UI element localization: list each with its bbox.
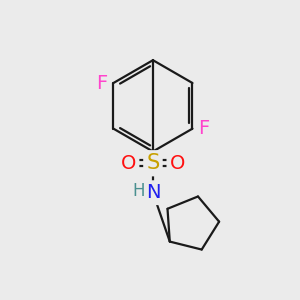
Text: F: F xyxy=(97,74,108,92)
Text: N: N xyxy=(146,183,160,202)
Text: F: F xyxy=(198,119,209,138)
Text: O: O xyxy=(169,154,185,173)
Text: H: H xyxy=(132,182,145,200)
Text: O: O xyxy=(121,154,136,173)
Text: S: S xyxy=(146,153,160,173)
